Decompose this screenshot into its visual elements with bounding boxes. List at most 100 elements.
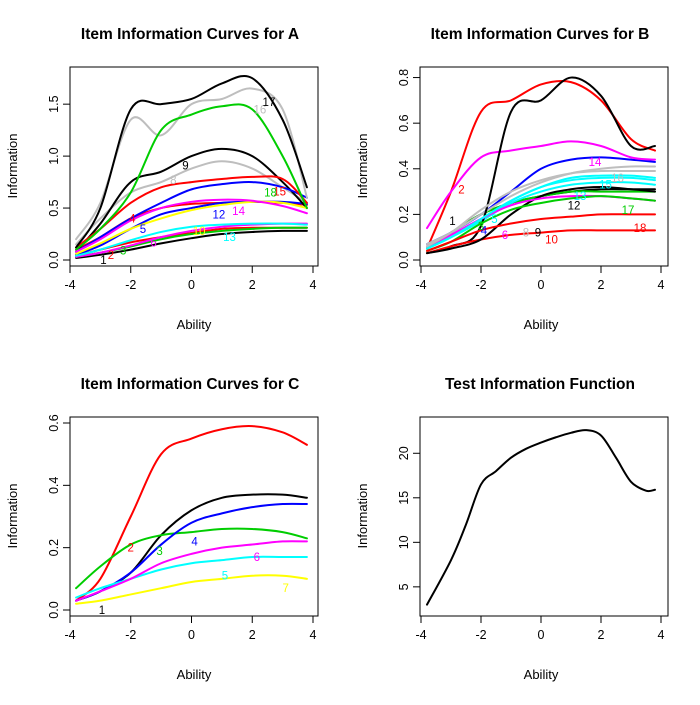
panel-B-y-tick-label: 0.4	[397, 160, 411, 177]
panel-B-x-label: Ability	[524, 317, 559, 332]
panel-C-x-tick-label: -2	[125, 628, 136, 642]
panel-A-x-tick-label: 4	[310, 278, 317, 292]
panel-B-y-tick-label: 0.2	[397, 206, 411, 223]
panel-B-series-label-8: 8	[523, 228, 529, 240]
panel-A-series-label-4: 4	[129, 213, 136, 225]
panel-C-series-label-1: 1	[99, 605, 105, 617]
panel-A-series-label-3: 3	[120, 246, 126, 258]
panel-C-x-tick-label: 4	[310, 628, 317, 642]
panel-B-series-line-16	[426, 169, 656, 248]
panel-C-plot-box	[69, 416, 319, 617]
panel-A-series-label-6: 6	[150, 237, 156, 249]
panel-A-x-label: Ability	[177, 317, 212, 332]
panel-A-series-line-17	[75, 74, 308, 249]
panel-TIF-y-tick-label: 10	[397, 535, 411, 549]
panel-B-series-line-17	[426, 195, 656, 252]
panel-TIF-plot-box	[419, 416, 669, 617]
panel-B-y-axis: 0.0 0.2 0.4 0.6 0.8	[397, 69, 420, 269]
panel-C-y-tick-label: 0.6	[47, 414, 61, 431]
panel-C-x-axis: -4 -2 0 2 4	[64, 616, 317, 642]
panel-B-series	[426, 76, 656, 255]
panel-A-series	[75, 74, 308, 259]
panel-B-series-label-2: 2	[458, 184, 464, 196]
panel-A-plot-box	[69, 66, 319, 267]
panel-A-series-label-13: 13	[223, 232, 236, 244]
panel-TIF-title: Test Information Function	[445, 376, 635, 393]
panel-B-series-label-16: 16	[611, 173, 624, 185]
panel-C-series-label-7: 7	[282, 583, 288, 595]
panel-B-series-line-10	[426, 229, 656, 255]
panel-C-x-tick-label: 0	[188, 628, 195, 642]
panel-C-y-tick-label: 0.2	[47, 539, 61, 556]
panel-C-y-tick-label: 0.0	[47, 601, 61, 618]
panel-C-x-tick-label: 2	[249, 628, 256, 642]
panel-TIF-y-tick-label: 15	[397, 491, 411, 505]
panel-A-series-line-12	[75, 180, 308, 253]
panel-B-y-tick-label: 0.6	[397, 114, 411, 131]
panel-C-series-line-7	[75, 574, 308, 605]
panel-B-y-tick-label: 0.8	[397, 69, 411, 86]
panel-B-x-tick-label: 2	[598, 278, 605, 292]
panel-A-y-tick-label: 0.5	[47, 199, 61, 216]
panel-B-series-label-5: 5	[491, 214, 497, 226]
panel-A-x-axis: -4 -2 0 2 4	[64, 266, 317, 292]
panel-B-series-label-10: 10	[545, 234, 558, 246]
panel-TIF-x-axis: -4 -2 0 2 4	[415, 616, 665, 642]
panel-B-series-line-2	[426, 79, 656, 250]
panel-C-series-line-4	[75, 502, 308, 602]
panel-A-series-line-14	[75, 198, 308, 253]
panel-A-title: Item Information Curves for A	[81, 26, 299, 43]
panel-B-y-label: Information	[355, 133, 370, 198]
panel-C: Item Information Curves for C -4 -2 0 2 4 0.…	[5, 376, 319, 682]
panel-B-series-line-12	[426, 186, 656, 255]
panel-A-y-label: Information	[5, 133, 20, 198]
panel-C-title: Item Information Curves for C	[81, 376, 300, 393]
panel-B-series-line-8	[426, 165, 656, 246]
panel-A-series-label-12: 12	[212, 209, 225, 221]
panel-C-series-line-2	[75, 425, 308, 602]
panel-A-y-axis: 0.0 0.5 1.0 1.5	[47, 95, 70, 269]
panel-B-plot-box	[419, 66, 669, 267]
panel-C-y-axis: 0.0 0.2 0.4 0.6	[47, 414, 70, 619]
panel-TIF-y-label: Information	[355, 483, 370, 548]
panel-B-series-label-3: 3	[478, 221, 484, 233]
panel-TIF-y-tick-label: 20	[397, 446, 411, 460]
panel-A-series-line-18	[75, 103, 308, 251]
panel-B-y-tick-label: 0.0	[397, 251, 411, 268]
panel-B-x-tick-label: 0	[538, 278, 545, 292]
panel-C-series-line-5	[75, 555, 308, 599]
panel-A-series-label-2: 2	[108, 250, 114, 262]
panel-A-series-label-18: 18	[264, 187, 277, 199]
panel-B-series-label-9: 9	[535, 228, 541, 240]
panel-A-series-label-15: 15	[273, 186, 286, 198]
panel-TIF: Test Information Function -4 -2 0 2 4 5 10 15 2…	[355, 376, 669, 682]
panel-A-series-line-10	[75, 200, 308, 255]
panel-A-series-line-1	[75, 229, 308, 259]
panel-B-series-line-6	[426, 140, 656, 230]
panel-TIF-x-tick-label: -4	[415, 628, 426, 642]
panel-C-series-label-4: 4	[191, 536, 198, 548]
panel-C-series-label-6: 6	[254, 552, 260, 564]
panel-A-series-label-14: 14	[232, 206, 245, 218]
panel-C-series-label-2: 2	[128, 543, 134, 555]
panel-TIF-x-tick-label: -2	[475, 628, 486, 642]
panel-B-series-line-18	[426, 213, 656, 252]
panel-C-series	[75, 425, 308, 605]
panel-A-x-tick-label: 2	[249, 278, 256, 292]
panel-B-x-tick-label: 4	[658, 278, 665, 292]
panel-C-series-line-6	[75, 540, 308, 602]
panel-B-series-label-15: 15	[599, 180, 612, 192]
panel-TIF-x-tick-label: 0	[538, 628, 545, 642]
panel-A-series-label-17: 17	[263, 97, 276, 109]
panel-C-series-label-5: 5	[222, 571, 228, 583]
panel-A-series-line-13	[75, 222, 308, 257]
panel-A-x-tick-label: -2	[125, 278, 136, 292]
panel-A-y-tick-label: 1.5	[47, 95, 61, 112]
panel-B-series-line-15	[426, 174, 656, 250]
panel-TIF-y-tick-label: 5	[397, 583, 411, 590]
panel-B-x-tick-label: -2	[475, 278, 486, 292]
panel-C-series-line-3	[75, 527, 308, 590]
panel-B-series-label-4: 4	[481, 225, 488, 237]
